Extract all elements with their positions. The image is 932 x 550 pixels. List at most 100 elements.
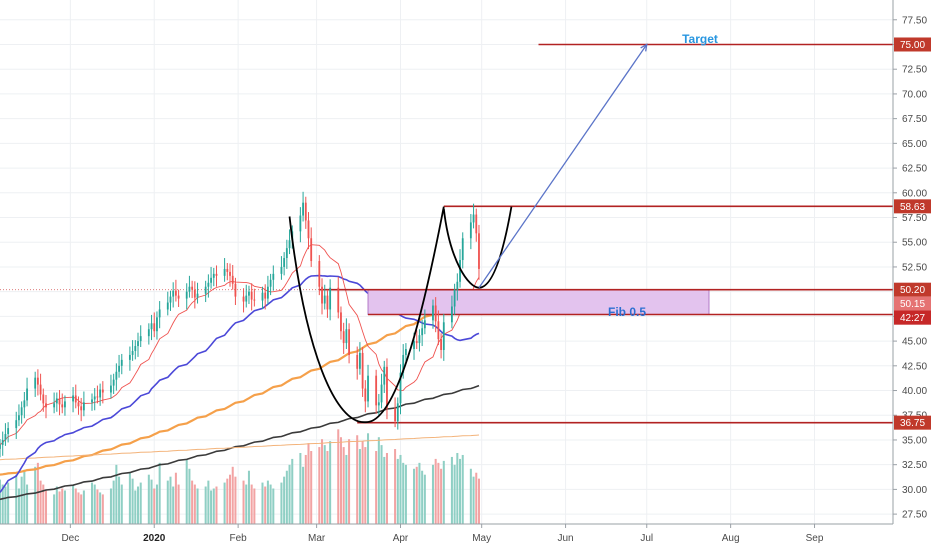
fib-zone-rect: [367, 289, 710, 315]
volume-bar: [345, 454, 348, 524]
candle-body: [337, 287, 340, 313]
volume-bar: [442, 460, 445, 524]
price-tick-label: 65.00: [902, 139, 927, 150]
volume-bar: [264, 486, 267, 524]
volume-bar: [158, 462, 161, 524]
volume-bar: [4, 486, 7, 524]
candle-body: [196, 293, 199, 298]
candle-body: [18, 415, 20, 421]
volume-bar: [26, 484, 29, 524]
time-axis[interactable]: Dec 2020 Feb Mar Apr May Jun Jul Aug Sep: [0, 523, 893, 550]
volume-bar: [399, 454, 402, 524]
volume-bar: [450, 456, 453, 524]
volume-bar: [234, 476, 237, 524]
price-tick-label: 30.00: [902, 485, 927, 496]
volume-bar: [250, 484, 253, 524]
volume-bar: [147, 474, 150, 524]
candle-body: [193, 289, 196, 298]
candle-body: [147, 329, 150, 337]
volume-bar: [477, 478, 480, 524]
candle-body: [7, 428, 10, 435]
volume-bar: [34, 466, 37, 524]
volume-bar: [223, 482, 226, 524]
candle-body: [326, 295, 329, 310]
level-badge-label: 58.63: [900, 202, 925, 213]
volume-bar: [434, 458, 437, 524]
price-tick-label: 77.50: [902, 15, 927, 26]
candle-body: [442, 322, 445, 350]
candle-body: [207, 282, 210, 287]
candle-body: [4, 434, 7, 440]
candle-body: [318, 261, 321, 287]
volume-bar: [361, 441, 364, 524]
volume-bar: [326, 451, 329, 524]
volume-bar: [231, 466, 234, 524]
candle-body: [36, 377, 39, 385]
countdown-badge-label: 42:27: [900, 313, 925, 324]
candle-body: [169, 296, 172, 303]
volume-bar: [229, 474, 232, 524]
candle-body: [423, 320, 426, 329]
volume-bar: [423, 474, 426, 524]
candle-body: [172, 290, 175, 297]
volume-bar: [469, 468, 472, 524]
volume-bar: [342, 447, 345, 524]
fib-annotation: Fib 0.5: [608, 305, 646, 319]
time-tick-label: Dec: [61, 533, 79, 544]
volume-bar: [169, 476, 172, 524]
candle-body: [0, 444, 1, 449]
candle-body: [377, 402, 380, 406]
volume-bar: [131, 478, 134, 524]
candle-body: [418, 335, 421, 344]
price-axis[interactable]: 77.50 75.00 72.50 70.00 67.50 65.00 62.50 60.00…: [892, 0, 932, 550]
volume-bar: [20, 476, 23, 524]
candle-body: [231, 275, 234, 284]
volume-bar: [339, 437, 342, 524]
volume-bar: [242, 480, 245, 524]
price-badge-bg: [894, 296, 931, 311]
volume-bar: [172, 486, 175, 524]
candle-body: [364, 388, 367, 402]
price-badge-label: 50.15: [900, 299, 925, 310]
candle-body: [434, 305, 437, 322]
time-tick-label: Sep: [806, 533, 824, 544]
volume-bar: [210, 490, 213, 524]
level-badge-bg: [894, 37, 931, 52]
volume-bar: [109, 488, 112, 524]
volume-bar: [310, 451, 313, 524]
volume-bar: [226, 478, 229, 524]
volume-bar: [266, 480, 269, 524]
candle-body: [137, 341, 139, 347]
candle-body: [93, 396, 96, 400]
candle-body: [156, 317, 158, 332]
volume-bar: [364, 447, 367, 524]
candle-body: [82, 402, 85, 411]
candle-body: [72, 395, 74, 402]
volume-bar: [431, 464, 434, 524]
volume-bar: [15, 474, 18, 524]
candle-body: [53, 403, 56, 408]
candle-body: [356, 354, 359, 369]
candle-body: [329, 287, 332, 310]
candle-body: [348, 329, 350, 355]
volume-bar: [77, 492, 80, 524]
target-annotation: Target: [682, 32, 718, 46]
candle-body: [261, 292, 264, 301]
volume-bar: [118, 476, 121, 524]
candle-body: [304, 202, 307, 221]
time-tick-label: Feb: [230, 533, 248, 544]
projection-arrowhead: [640, 43, 648, 52]
volume-bar: [299, 452, 302, 524]
volume-bar: [247, 470, 250, 524]
price-tick-label: 40.00: [902, 386, 927, 397]
level-badge-label: 50.20: [900, 285, 925, 296]
volume-bar: [63, 490, 66, 524]
candle-body: [34, 377, 37, 389]
volume-bar: [96, 489, 99, 524]
price-tick-label: 52.50: [902, 262, 927, 273]
volume-bar: [302, 466, 305, 524]
candle-body: [253, 299, 256, 301]
price-tick-label: 42.50: [902, 361, 927, 372]
volume-bar: [329, 441, 332, 524]
